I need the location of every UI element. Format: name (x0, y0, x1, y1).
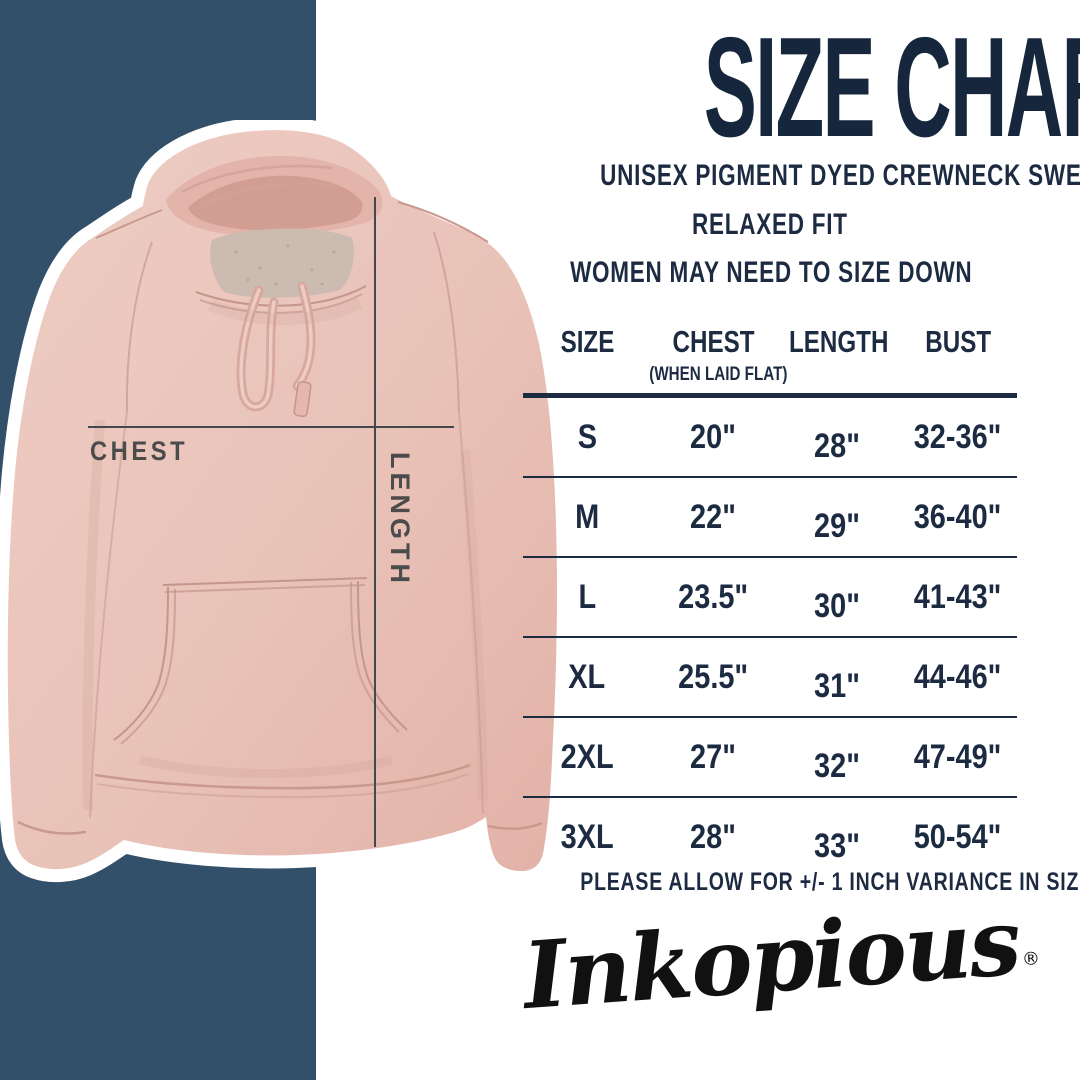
hood-inner-shadow (188, 175, 363, 231)
chest-measure-label: CHEST (90, 436, 189, 466)
neckline-seam (195, 285, 367, 314)
lining-speckles (234, 244, 336, 286)
cell-chest: 25.5" (678, 657, 749, 696)
cell-length: 33" (813, 826, 860, 865)
cell-length: 29" (813, 506, 860, 545)
brand-logo-text: Inkopious (519, 887, 1023, 1031)
sleeve-seams (89, 231, 484, 819)
cell-length: 30" (813, 586, 860, 625)
column-header-length: LENGTH (788, 324, 889, 359)
hood-lining-patch (210, 228, 354, 298)
cell-bust: 47-49" (913, 737, 1002, 776)
shoulder-seams (95, 201, 489, 243)
subtitle-product: UNISEX PIGMENT DYED CREWNECK SWEATSHIRT (600, 159, 1080, 192)
cell-size: XL (568, 657, 606, 696)
column-header-size: SIZE (560, 324, 615, 359)
table-row: M 22" 29" 36-40" (523, 478, 1017, 558)
length-measure-line (374, 197, 376, 847)
subtitle-sizing-advice: WOMEN MAY NEED TO SIZE DOWN (570, 256, 973, 289)
cell-size: L (578, 577, 597, 616)
table-header-row: SIZE CHEST LENGTH BUST (523, 324, 1017, 360)
cell-chest: 23.5" (678, 577, 749, 616)
hoodie-silhouette (7, 130, 557, 872)
cell-chest: 22" (690, 497, 737, 536)
fabric-shading (82, 297, 488, 811)
cuff-seams (17, 820, 543, 835)
cell-bust: 50-54" (913, 817, 1002, 856)
table-row: S 20" 28" 32-36" (523, 398, 1017, 478)
hood-folds (181, 164, 339, 210)
cell-size: S (577, 417, 597, 456)
table-row: L 23.5" 30" 41-43" (523, 558, 1017, 638)
table-header-rule (523, 393, 1017, 398)
cell-chest: 20" (690, 417, 737, 456)
cell-length: 31" (813, 666, 860, 705)
size-chart-panel: SIZE CHART UNISEX PIGMENT DYED CREWNECK … (519, 0, 1080, 1080)
cell-chest: 28" (690, 817, 737, 856)
cell-length: 28" (813, 426, 860, 465)
cell-bust: 36-40" (913, 497, 1002, 536)
table-row: 3XL 28" 33" 50-54" (523, 798, 1017, 876)
subtitle-fit: RELAXED FIT (692, 208, 848, 241)
table-row: XL 25.5" 31" 44-46" (523, 638, 1017, 718)
drawstring-left (236, 285, 279, 412)
variance-note: PLEASE ALLOW FOR +/- 1 INCH VARIANCE IN … (580, 868, 1080, 896)
column-header-bust: BUST (924, 324, 991, 359)
drawstring-right (292, 281, 316, 391)
cell-size: 2XL (560, 737, 614, 776)
cell-size: M (575, 497, 600, 536)
chest-measure-line (88, 426, 454, 428)
drawstring-aglet (293, 381, 312, 418)
cell-size: 3XL (560, 817, 614, 856)
registered-trademark-icon: ® (1021, 948, 1041, 971)
table-row: 2XL 27" 32" 47-49" (523, 718, 1017, 798)
cell-bust: 41-43" (913, 577, 1002, 616)
cell-length: 32" (813, 746, 860, 785)
kangaroo-pocket (113, 577, 408, 745)
cell-bust: 32-36" (913, 417, 1002, 456)
chest-note: (WHEN LAID FLAT) (648, 364, 788, 385)
hoodie-photo (0, 120, 560, 885)
length-measure-label: LENGTH (385, 452, 415, 587)
page-title: SIZE CHART (703, 8, 1080, 167)
size-table: S 20" 28" 32-36" M 22" 29" 36-40" L 23.5… (523, 398, 1017, 876)
hem-band-seam (94, 763, 471, 799)
cell-bust: 44-46" (913, 657, 1002, 696)
cell-chest: 27" (690, 737, 737, 776)
brand-logo: Inkopious® (519, 887, 1041, 1031)
column-header-chest: CHEST (672, 324, 755, 359)
